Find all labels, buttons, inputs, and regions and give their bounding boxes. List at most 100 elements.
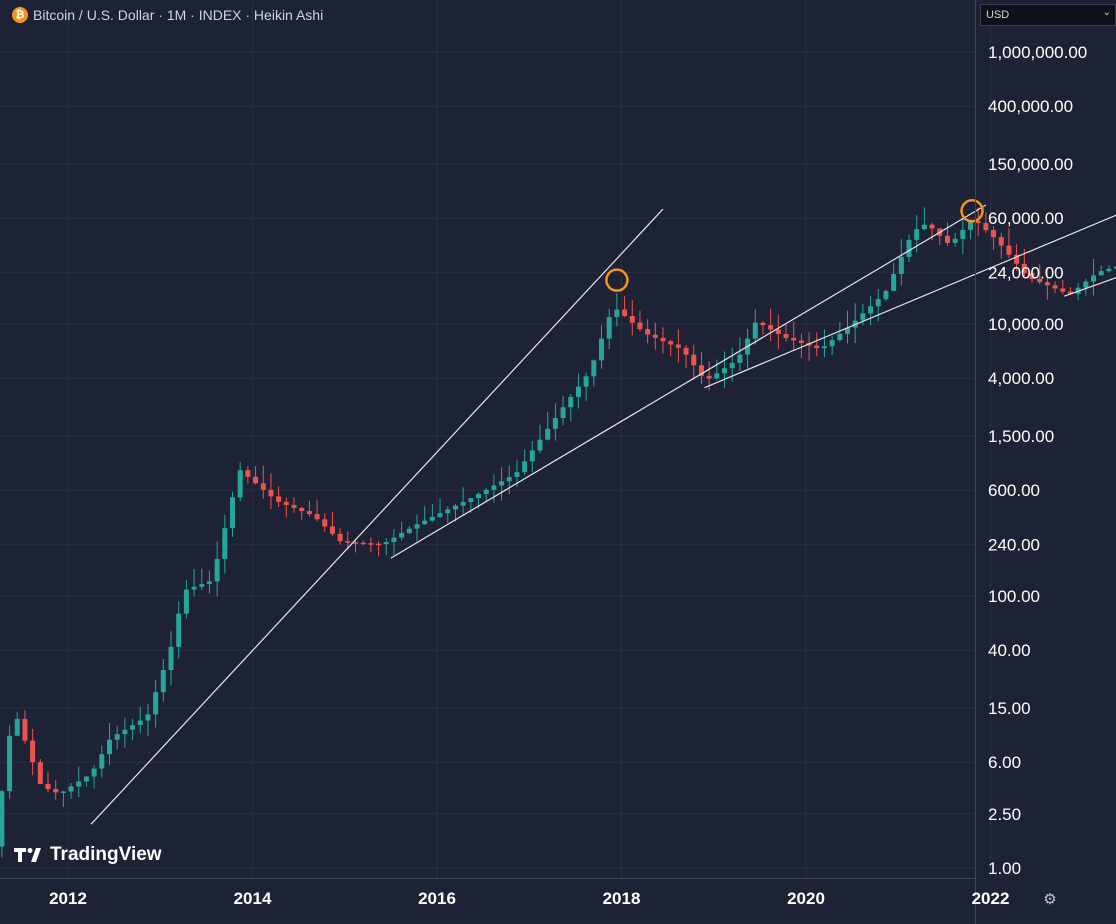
candle-body: [499, 481, 505, 486]
candle-body: [914, 229, 920, 240]
candle-body: [260, 483, 266, 490]
candle-body: [329, 526, 335, 534]
candle-body: [714, 373, 720, 379]
candle-body: [299, 507, 305, 512]
tradingview-logo[interactable]: TradingView: [14, 844, 162, 866]
candle-body: [698, 365, 704, 376]
chevron-down-icon: ⌄: [1102, 7, 1111, 18]
price-axis-label: 24,000.00: [988, 263, 1064, 282]
candle-body: [314, 514, 320, 520]
candle-body: [637, 322, 643, 330]
candle-body: [591, 360, 597, 377]
candle-body: [22, 718, 28, 741]
candle-body: [206, 581, 212, 585]
candle-body: [45, 783, 51, 790]
candle-body: [991, 230, 997, 238]
time-axis-label: 2022: [972, 889, 1010, 908]
candle-body: [906, 239, 912, 257]
candle-body: [552, 418, 558, 429]
tradingview-brand: TradingView: [50, 844, 162, 865]
candle-body: [768, 325, 774, 330]
candle-body: [283, 501, 289, 505]
candle-body: [921, 224, 927, 230]
candle-body: [7, 735, 13, 792]
bitcoin-icon: ₿: [12, 7, 28, 23]
candle-body: [0, 791, 5, 847]
candle-body: [860, 313, 866, 321]
candle-body: [399, 533, 405, 538]
candle-body: [660, 337, 666, 342]
tradingview-mark-icon: [14, 847, 44, 863]
candle-body: [153, 692, 159, 715]
candle-body: [583, 376, 589, 387]
candle-body: [253, 476, 259, 484]
candle-body: [675, 344, 681, 348]
candle-body: [960, 229, 966, 239]
candle-body: [476, 493, 482, 499]
candle-body: [1014, 254, 1020, 264]
candle-body: [406, 528, 412, 534]
candle-body: [168, 646, 174, 671]
candle-body: [176, 613, 182, 647]
trendline-group: [90, 78, 1116, 825]
candle-body: [429, 516, 435, 521]
candle-body: [975, 220, 981, 224]
candle-body: [353, 542, 359, 544]
candle-body: [875, 299, 881, 307]
candle-body: [1114, 266, 1116, 269]
price-axis-label: 60,000.00: [988, 209, 1064, 228]
currency-selector[interactable]: USD ⌄: [980, 4, 1116, 26]
candle-body: [37, 762, 43, 784]
candle-body: [506, 476, 512, 482]
candle-body: [491, 485, 497, 490]
price-axis-label: 1,000,000.00: [988, 43, 1087, 62]
candle-body: [652, 334, 658, 338]
candle-body: [1037, 279, 1043, 283]
candle-body: [775, 329, 781, 335]
candle-body: [929, 224, 935, 229]
time-axis[interactable]: 2012201420162018202020222024202620282030: [49, 889, 1116, 908]
price-axis[interactable]: 1,000,000.00 400,000.00 150,000.00 60,000.0…: [988, 43, 1087, 878]
candle-body: [829, 340, 835, 347]
candle-body: [1029, 272, 1035, 280]
symbol-header[interactable]: ₿ Bitcoin / U.S. Dollar · 1M · INDEX · H…: [12, 6, 323, 24]
price-axis-label: 2.50: [988, 805, 1021, 824]
candle-body: [668, 341, 674, 345]
candle-body: [560, 407, 566, 419]
candle-body: [214, 558, 220, 582]
candle-body: [437, 513, 443, 517]
candle-body: [821, 346, 827, 349]
gear-icon[interactable]: ⚙: [1043, 891, 1057, 908]
price-axis-label: 100.00: [988, 587, 1040, 606]
price-axis-label: 6.00: [988, 753, 1021, 772]
price-axis-label: 15.00: [988, 699, 1031, 718]
candle-body: [706, 375, 712, 379]
candle-body: [460, 501, 466, 506]
highlight-circle[interactable]: [605, 268, 629, 292]
trendline[interactable]: [704, 78, 1116, 389]
candle-body: [522, 461, 528, 473]
highlight-circle[interactable]: [960, 199, 984, 223]
trendline[interactable]: [390, 204, 987, 559]
candle-body: [837, 333, 843, 341]
price-axis-label: 4,000.00: [988, 369, 1054, 388]
candle-body: [137, 720, 143, 726]
price-axis-label: 1.00: [988, 859, 1021, 878]
symbol-title: Bitcoin / U.S. Dollar · 1M · INDEX · Hei…: [33, 7, 324, 23]
candle-body: [952, 238, 958, 243]
candle-body: [91, 768, 97, 777]
candle-body: [53, 789, 59, 793]
candle-body: [191, 586, 197, 590]
candle-body: [968, 220, 974, 230]
trendline[interactable]: [90, 208, 664, 825]
candle-body: [783, 334, 789, 338]
candle-body: [737, 354, 743, 363]
candle-body: [30, 740, 36, 763]
price-axis-label: 40.00: [988, 641, 1031, 660]
candle-body: [230, 497, 236, 529]
candle-body: [183, 589, 189, 614]
candle-body: [145, 714, 151, 721]
candle-body: [114, 734, 120, 740]
price-axis-label: 240.00: [988, 535, 1040, 554]
